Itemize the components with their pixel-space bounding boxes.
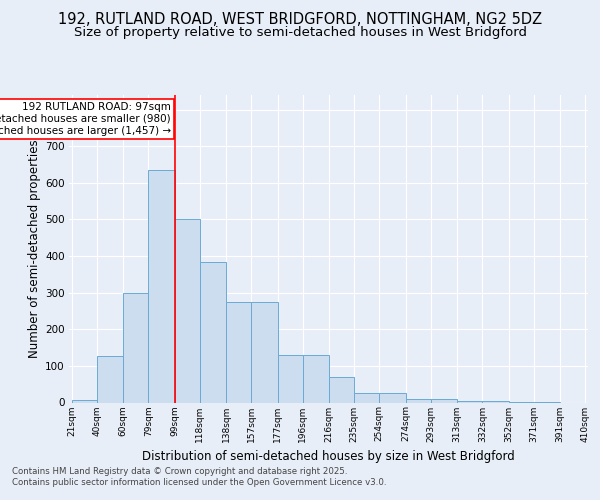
Bar [175, 220, 200, 402]
Bar [123, 292, 148, 403]
Y-axis label: Number of semi-detached properties: Number of semi-detached properties [28, 140, 41, 358]
Bar [431, 399, 457, 402]
Bar [278, 355, 303, 403]
Bar [379, 394, 406, 402]
Bar [354, 394, 379, 402]
X-axis label: Distribution of semi-detached houses by size in West Bridgford: Distribution of semi-detached houses by … [142, 450, 515, 463]
Text: 192 RUTLAND ROAD: 97sqm
← 40% of semi-detached houses are smaller (980)
59% of s: 192 RUTLAND ROAD: 97sqm ← 40% of semi-de… [0, 102, 170, 136]
Bar [148, 170, 175, 402]
Bar [329, 377, 354, 402]
Text: 192, RUTLAND ROAD, WEST BRIDGFORD, NOTTINGHAM, NG2 5DZ: 192, RUTLAND ROAD, WEST BRIDGFORD, NOTTI… [58, 12, 542, 28]
Bar [97, 356, 123, 403]
Bar [457, 400, 482, 402]
Bar [226, 302, 251, 402]
Bar [303, 355, 329, 403]
Bar [251, 302, 278, 402]
Text: Contains HM Land Registry data © Crown copyright and database right 2025.
Contai: Contains HM Land Registry data © Crown c… [12, 468, 386, 487]
Bar [200, 262, 226, 402]
Bar [71, 400, 97, 402]
Bar [482, 400, 509, 402]
Text: Size of property relative to semi-detached houses in West Bridgford: Size of property relative to semi-detach… [74, 26, 527, 39]
Bar [406, 399, 431, 402]
